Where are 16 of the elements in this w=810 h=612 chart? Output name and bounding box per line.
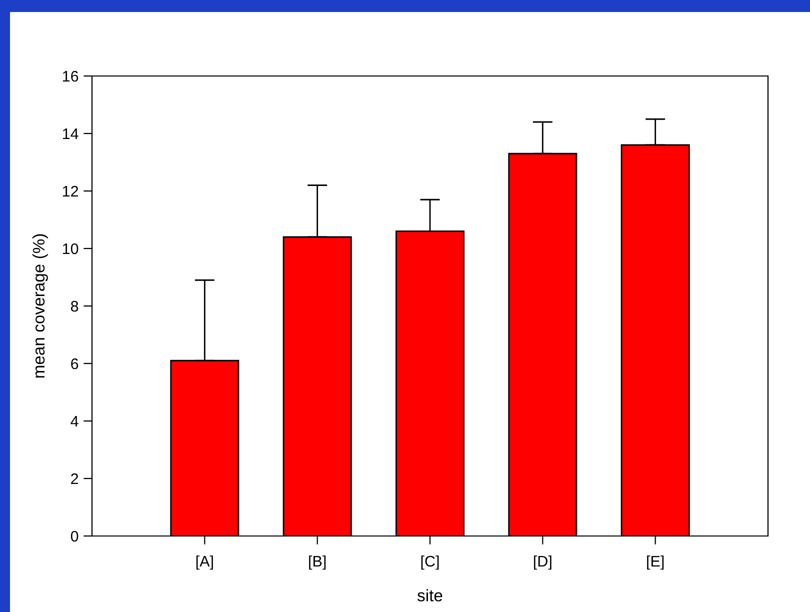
y-tick-label: 8 [70,300,78,312]
y-tick-label: 14 [62,128,78,140]
x-tick-label: [A] [196,555,213,570]
y-tick-label: 0 [70,530,78,542]
x-tick-label: [D] [534,555,552,570]
y-tick-label: 6 [71,358,78,370]
y-tick-label: 4 [70,416,78,427]
x-tick-label: [B] [309,555,326,570]
y-tick-label: 12 [62,186,78,197]
y-tick-label: 2 [71,473,78,484]
x-axis-title: site [417,589,442,602]
x-tick-label: [E] [647,555,664,570]
y-tick-label: 10 [62,243,78,254]
x-tick-label: [C] [421,555,439,570]
y-tick-label: 16 [62,70,78,82]
y-axis-title: mean coverage (%) [32,234,48,378]
